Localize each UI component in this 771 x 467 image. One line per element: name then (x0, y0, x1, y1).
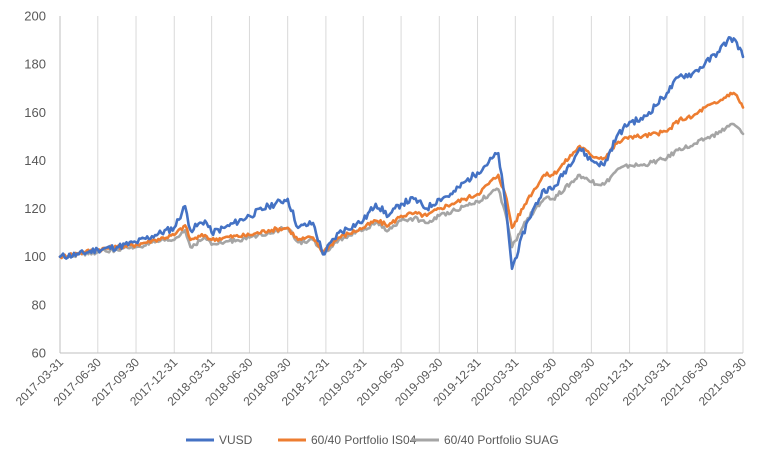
series-line-1 (58, 91, 745, 260)
y-tick-labels: 60 80 100 120 140 160 180 200 (24, 9, 46, 361)
y-tick-label: 180 (24, 57, 46, 72)
series-line-2 (58, 122, 745, 260)
y-tick-label: 160 (24, 105, 46, 120)
y-tick-label: 120 (24, 201, 46, 216)
y-tick-label: 140 (24, 153, 46, 168)
legend-label-1: 60/40 Portfolio IS04 (311, 433, 417, 447)
legend-label-0: VUSD (219, 433, 253, 447)
series-lines (58, 36, 745, 271)
y-tick-label: 80 (32, 297, 46, 312)
legend-label-2: 60/40 Portfolio SUAG (444, 433, 559, 447)
y-tick-label: 100 (24, 249, 46, 264)
x-tick-labels: 2017-03-312017-06-302017-09-302017-12-31… (13, 355, 750, 409)
gridlines (59, 16, 744, 353)
y-tick-label: 200 (24, 9, 46, 24)
axes (59, 16, 743, 354)
series-line-0 (58, 36, 745, 271)
legend: VUSD 60/40 Portfolio IS04 60/40 Portfolio … (186, 433, 559, 447)
y-tick-label: 60 (32, 346, 46, 361)
